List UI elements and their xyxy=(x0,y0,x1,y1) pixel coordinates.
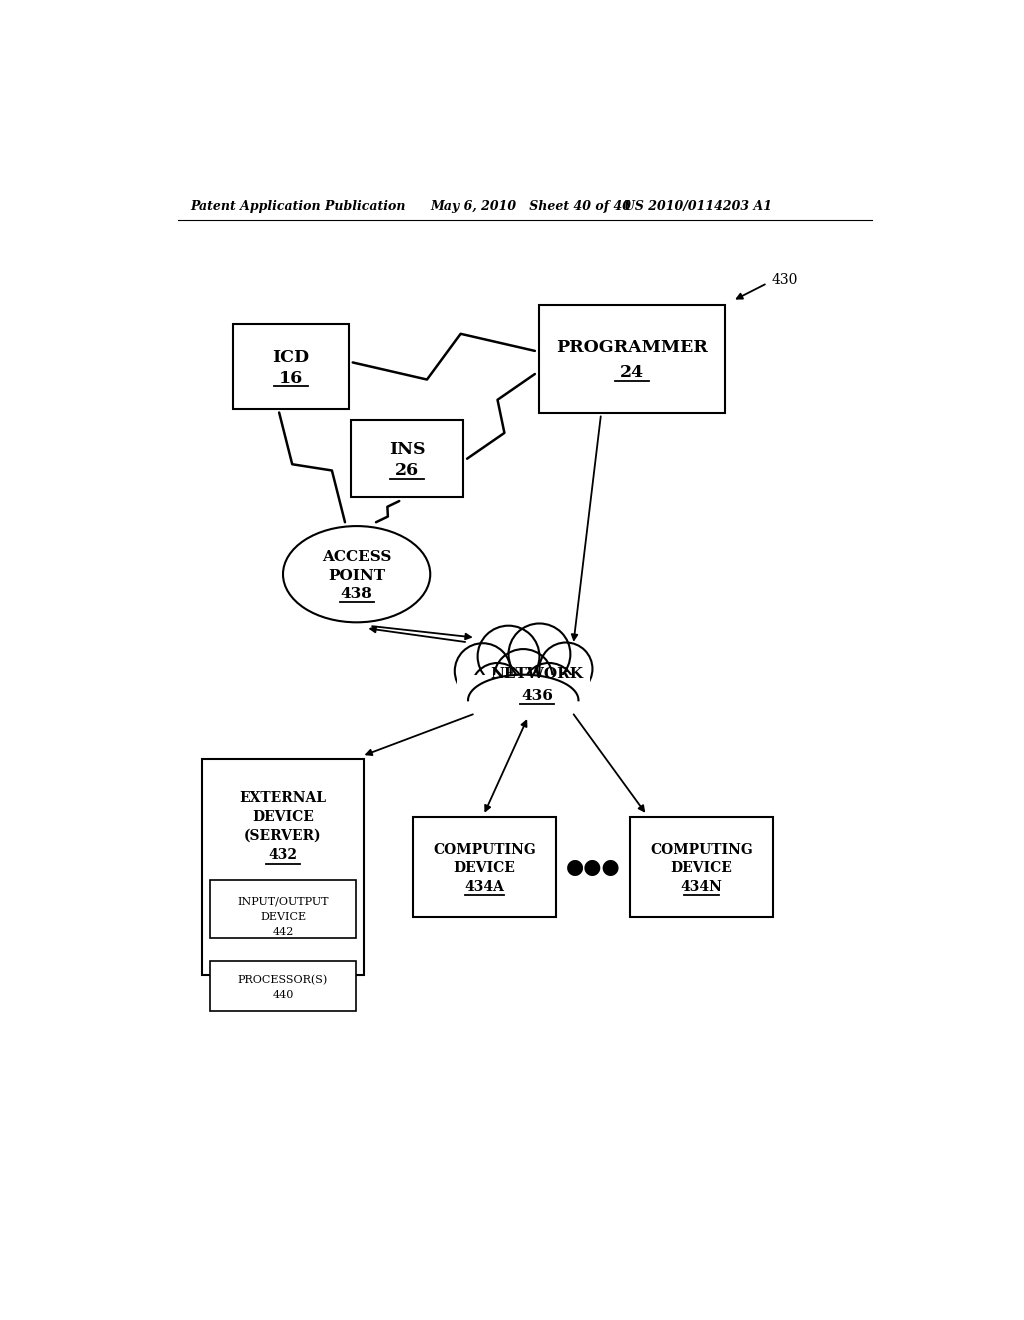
Circle shape xyxy=(522,663,575,715)
Ellipse shape xyxy=(283,527,430,622)
Text: 434A: 434A xyxy=(465,880,505,894)
Text: POINT: POINT xyxy=(328,569,385,582)
Text: 16: 16 xyxy=(279,370,303,387)
Text: US 2010/0114203 A1: US 2010/0114203 A1 xyxy=(624,199,772,213)
Bar xyxy=(351,420,463,498)
Circle shape xyxy=(455,643,511,698)
Text: 434N: 434N xyxy=(681,880,723,894)
Text: PROGRAMMER: PROGRAMMER xyxy=(556,338,708,355)
Text: DEVICE: DEVICE xyxy=(454,862,515,875)
Text: PROCESSOR(S): PROCESSOR(S) xyxy=(238,975,328,985)
Text: 440: 440 xyxy=(272,990,294,1001)
Circle shape xyxy=(509,623,570,685)
Bar xyxy=(413,817,556,917)
Text: COMPUTING: COMPUTING xyxy=(433,843,536,857)
Circle shape xyxy=(471,663,524,715)
Text: ●●●: ●●● xyxy=(565,857,621,876)
Text: (SERVER): (SERVER) xyxy=(244,829,322,843)
Bar xyxy=(210,880,356,939)
Text: NETWORK: NETWORK xyxy=(490,668,584,681)
Circle shape xyxy=(494,649,553,708)
Text: DEVICE: DEVICE xyxy=(252,809,314,824)
Bar xyxy=(539,305,725,412)
Text: INPUT/OUTPUT: INPUT/OUTPUT xyxy=(238,896,329,907)
Text: ICD: ICD xyxy=(272,348,309,366)
Text: 436: 436 xyxy=(521,689,553,702)
Bar xyxy=(630,817,773,917)
Text: COMPUTING: COMPUTING xyxy=(650,843,753,857)
Bar xyxy=(210,961,356,1011)
Text: 438: 438 xyxy=(341,587,373,601)
Text: 430: 430 xyxy=(771,273,798,286)
Text: Patent Application Publication: Patent Application Publication xyxy=(190,199,406,213)
Text: DEVICE: DEVICE xyxy=(260,912,306,921)
Text: 26: 26 xyxy=(395,462,419,479)
Text: May 6, 2010   Sheet 40 of 40: May 6, 2010 Sheet 40 of 40 xyxy=(430,199,631,213)
Text: 24: 24 xyxy=(620,364,644,381)
Text: 442: 442 xyxy=(272,927,294,937)
Circle shape xyxy=(540,643,593,696)
Text: ACCESS: ACCESS xyxy=(322,550,391,564)
Text: INS: INS xyxy=(389,441,425,458)
Bar xyxy=(232,323,349,409)
Text: EXTERNAL: EXTERNAL xyxy=(240,791,327,804)
Bar xyxy=(202,759,365,974)
Text: 432: 432 xyxy=(268,849,298,862)
Bar xyxy=(457,675,590,718)
Circle shape xyxy=(477,626,540,688)
Text: DEVICE: DEVICE xyxy=(671,862,732,875)
